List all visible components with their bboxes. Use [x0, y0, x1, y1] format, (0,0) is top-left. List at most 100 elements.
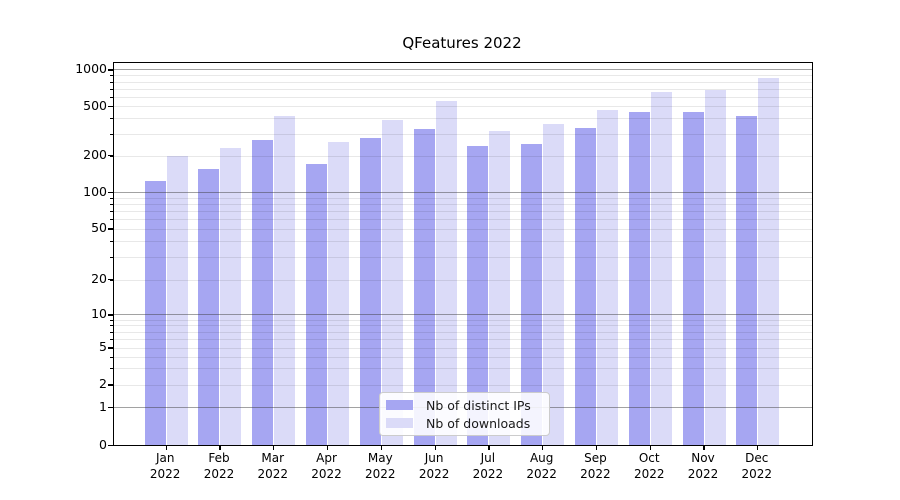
bar-distinct-ips-dec	[736, 115, 758, 445]
gridline-minor	[114, 331, 812, 333]
legend-item-downloads: Nb of downloads	[380, 414, 549, 432]
x-tick-label: Jun 2022	[418, 451, 450, 481]
bar-downloads-mar	[274, 115, 296, 445]
y-tick-label: 10	[91, 306, 107, 322]
legend-box: Nb of distinct IPs Nb of downloads	[379, 392, 550, 436]
gridline-minor	[114, 155, 812, 157]
y-tick-label: 200	[83, 147, 107, 162]
bar-downloads-aug	[543, 124, 565, 445]
x-tick-label: Feb 2022	[203, 451, 235, 481]
gridline-minor	[114, 75, 812, 77]
y-minor-tick-mark	[110, 203, 113, 205]
x-tick-mark	[326, 445, 329, 450]
y-minor-tick-mark	[110, 347, 113, 349]
gridline-minor	[114, 279, 812, 281]
legend-label-downloads: Nb of downloads	[426, 415, 531, 431]
y-minor-tick-mark	[110, 155, 113, 157]
y-tick-label: 500	[83, 97, 107, 113]
bar-distinct-ips-jan	[144, 180, 166, 445]
y-minor-tick-mark	[110, 356, 113, 358]
x-tick-label: Oct 2022	[633, 451, 665, 481]
bar-downloads-jul	[489, 130, 511, 445]
x-tick-mark	[757, 445, 759, 450]
gridline-minor	[114, 81, 812, 83]
gridline-minor	[114, 96, 812, 98]
x-tick-mark	[273, 445, 275, 450]
gridline-minor	[114, 356, 812, 358]
x-tick-label: May 2022	[365, 451, 396, 481]
x-tick-mark	[595, 445, 598, 450]
x-tick-label: Dec 2022	[741, 451, 773, 481]
x-tick-mark	[488, 445, 490, 450]
bar-distinct-ips-feb	[198, 168, 220, 445]
y-minor-tick-mark	[110, 331, 113, 333]
x-tick-label: Jul 2022	[472, 451, 504, 481]
gridline-major	[114, 69, 812, 71]
y-minor-tick-mark	[110, 106, 113, 108]
gridline-minor	[114, 219, 812, 221]
gridline-minor	[114, 347, 812, 349]
legend-swatch-downloads	[386, 418, 413, 428]
x-tick-mark	[434, 445, 436, 450]
gridline-minor	[114, 88, 812, 90]
y-tick-mark	[108, 314, 113, 316]
x-tick-mark	[165, 445, 167, 450]
bar-downloads-dec	[758, 77, 780, 445]
bar-distinct-ips-oct	[628, 111, 650, 445]
y-tick-label: 5	[99, 339, 107, 355]
x-tick-label: Aug 2022	[526, 451, 557, 481]
bar-distinct-ips-nov	[682, 112, 704, 445]
y-minor-tick-mark	[110, 339, 113, 341]
x-tick-label: Apr 2022	[311, 451, 342, 481]
x-tick-mark	[649, 445, 651, 450]
gridline-minor	[114, 118, 812, 120]
gridline-minor	[114, 368, 812, 370]
y-tick-label: 50	[91, 220, 107, 236]
gridline-major	[114, 314, 812, 316]
bar-downloads-nov	[704, 89, 726, 445]
x-tick-label: Jan 2022	[149, 451, 181, 481]
y-minor-tick-mark	[110, 81, 113, 83]
gridline-minor	[114, 210, 812, 212]
legend-swatch-distinct-ips	[386, 400, 413, 410]
bar-distinct-ips-apr	[306, 164, 328, 445]
y-tick-label: 1000	[75, 61, 107, 77]
bar-distinct-ips-mar	[252, 140, 274, 445]
bar-distinct-ips-sep	[574, 127, 596, 445]
gridline-minor	[114, 384, 812, 386]
y-tick-label: 1	[99, 398, 107, 414]
y-minor-tick-mark	[110, 228, 113, 230]
gridline-minor	[114, 228, 812, 230]
x-tick-mark	[703, 445, 705, 450]
y-minor-tick-mark	[110, 325, 113, 327]
bar-downloads-jan	[166, 155, 188, 445]
legend-item-distinct-ips: Nb of distinct IPs	[380, 396, 549, 414]
gridline-minor	[114, 319, 812, 321]
bar-distinct-ips-may	[359, 138, 381, 445]
y-minor-tick-mark	[110, 88, 113, 90]
plot-area	[108, 62, 813, 450]
y-tick-label: 2	[99, 376, 107, 392]
gridline-minor	[114, 203, 812, 205]
gridline-minor	[114, 241, 812, 243]
y-tick-label: 20	[91, 271, 107, 286]
gridline-minor	[114, 257, 812, 259]
bar-downloads-jun	[435, 100, 457, 445]
y-minor-tick-mark	[110, 257, 113, 259]
legend-label-distinct-ips: Nb of distinct IPs	[426, 397, 531, 413]
y-tick-mark	[108, 69, 113, 71]
y-minor-tick-mark	[110, 368, 113, 370]
y-minor-tick-mark	[110, 197, 113, 199]
y-minor-tick-mark	[110, 133, 113, 135]
bar-downloads-feb	[220, 147, 242, 445]
gridline-minor	[114, 325, 812, 327]
y-minor-tick-mark	[110, 210, 113, 212]
y-tick-mark	[108, 406, 113, 408]
y-minor-tick-mark	[110, 75, 113, 77]
y-minor-tick-mark	[110, 384, 113, 386]
y-tick-label: 100	[83, 183, 107, 199]
y-minor-tick-mark	[110, 96, 113, 98]
y-tick-mark	[108, 444, 113, 446]
y-minor-tick-mark	[110, 279, 113, 281]
